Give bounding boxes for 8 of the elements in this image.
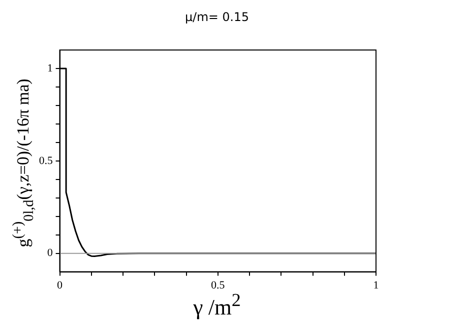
y-tick-label: 0.5 [39, 154, 54, 167]
chart-title: μ/m= 0.15 [184, 10, 250, 24]
x-tick-label: 0 [57, 279, 63, 292]
x-axis-title: γ /m$^{2}$ [192, 290, 242, 320]
x-tick-label: 0.5 [211, 279, 226, 292]
x-tick-label: 1 [373, 279, 379, 292]
y-tick-label: 1 [47, 62, 53, 74]
y-tick-label: 0 [47, 247, 54, 260]
